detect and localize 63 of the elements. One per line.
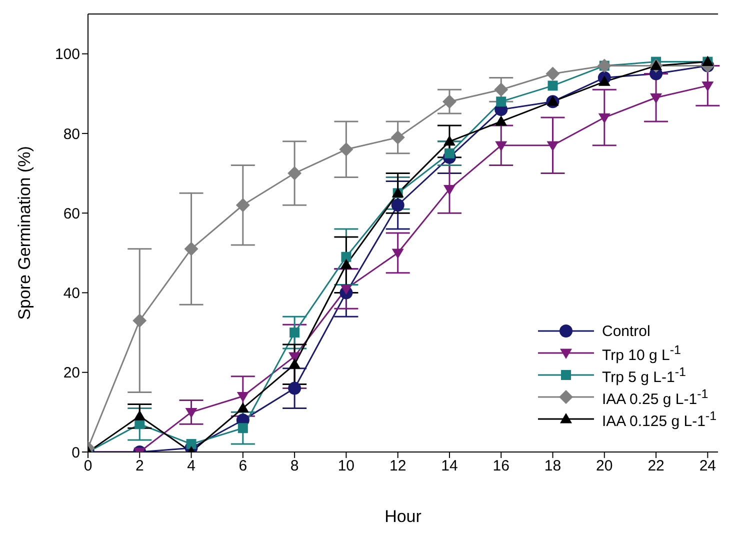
point <box>185 408 198 418</box>
x-tick-label: 8 <box>290 458 299 475</box>
point <box>288 382 302 395</box>
point <box>546 141 559 152</box>
point <box>702 81 714 92</box>
x-tick-label: 6 <box>238 458 248 475</box>
y-tick-label: 20 <box>63 364 80 382</box>
y-tick-label: 0 <box>72 444 80 462</box>
legend-label: Control <box>602 322 650 340</box>
point <box>443 185 456 196</box>
legend-label: IAA 0.125 g L-1$^{-1}$ <box>602 408 717 430</box>
point <box>650 60 662 70</box>
point <box>132 314 147 328</box>
point <box>288 166 302 180</box>
x-tick-label: 24 <box>699 458 716 475</box>
point <box>546 66 560 81</box>
y-tick-label: 80 <box>63 126 80 143</box>
legend-label: Trp 5 g L-1$^{-1}$ <box>602 364 686 386</box>
x-axis-title: Hour <box>384 507 422 526</box>
point <box>236 402 249 412</box>
x-tick-label: 12 <box>389 458 406 475</box>
x-tick-label: 0 <box>84 458 92 475</box>
legend-label: IAA 0.25 g L-1$^{-1}$ <box>602 386 708 408</box>
point <box>390 130 405 144</box>
x-tick-label: 10 <box>338 458 355 475</box>
point <box>186 439 196 450</box>
x-tick-label: 22 <box>648 458 664 475</box>
point <box>288 358 301 369</box>
point <box>134 410 146 420</box>
y-tick-label: 60 <box>63 205 80 222</box>
point <box>496 96 506 107</box>
point <box>495 141 508 152</box>
point <box>494 82 508 97</box>
point <box>392 248 404 259</box>
x-tick-label: 16 <box>492 458 510 475</box>
x-tick-label: 20 <box>596 458 613 475</box>
y-axis-title: Spore Germination (%) <box>15 146 34 320</box>
point <box>340 284 352 295</box>
point <box>341 252 352 262</box>
point <box>238 423 248 434</box>
point <box>650 93 662 104</box>
point <box>444 148 454 158</box>
point <box>391 198 404 212</box>
point <box>548 80 558 91</box>
x-tick-label: 18 <box>544 458 562 475</box>
point <box>184 242 198 256</box>
point <box>598 76 610 86</box>
x-tick-label: 2 <box>135 458 144 475</box>
point <box>598 113 610 124</box>
x-tick-label: 4 <box>187 458 196 475</box>
point <box>442 94 456 109</box>
point <box>339 142 354 156</box>
point <box>236 392 249 402</box>
x-tick-label: 14 <box>441 458 458 475</box>
y-tick-label: 40 <box>63 285 80 302</box>
point <box>236 198 250 212</box>
legend-label: Trp 10 g L$^{-1}$ <box>602 342 681 364</box>
y-tick-label: 100 <box>54 46 80 64</box>
point <box>546 96 559 106</box>
point <box>495 116 508 126</box>
point <box>443 135 456 146</box>
point <box>340 258 352 270</box>
point <box>290 328 300 338</box>
